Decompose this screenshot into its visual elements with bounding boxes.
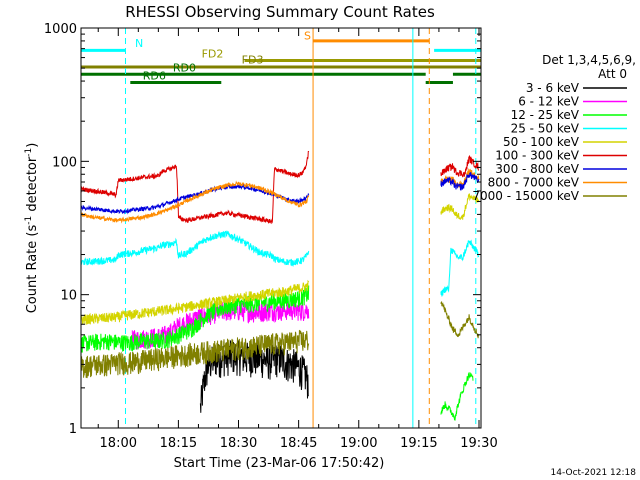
x-axis-label: Start Time (23-Mar-06 17:50:42) [174, 456, 385, 471]
series-line-late-7000-to-15000kev [440, 301, 480, 339]
y-tick-label: 1 [69, 422, 77, 437]
legend-label-25-to-50kev: 25 - 50 keV [511, 122, 580, 136]
series-line-late-100-to-300kev [440, 154, 479, 178]
series-line-late-25-to-50kev [440, 239, 480, 297]
flag-label-s: S [304, 29, 311, 42]
series-line-25-to-50kev [80, 230, 310, 267]
series-line-late-50-to-100kev [440, 193, 480, 220]
x-tick-label: 19:00 [340, 436, 377, 451]
generated-timestamp: 14-Oct-2021 12:18 [551, 468, 637, 478]
legend-header-detectors: Det 1,3,4,5,6,9, [542, 53, 636, 67]
legend-label-6-to-12kev: 6 - 12 keV [518, 95, 580, 109]
flag-label-fd2: FD2 [202, 48, 224, 61]
chart-title: RHESSI Observing Summary Count Rates [125, 3, 435, 21]
legend-label-800-to-7000kev: 800 - 7000 keV [488, 176, 580, 190]
y-axis-label: Count Rate (s-1 detector-1) [24, 143, 40, 314]
y-axis-label-part-2: detector [25, 156, 40, 216]
y-tick-label: 1000 [44, 22, 77, 37]
plot-frame [80, 27, 482, 429]
flag-label-rd0: RD0 [173, 62, 196, 75]
series-line-100-to-300kev [80, 150, 310, 225]
series-line-12-to-25kev [80, 285, 310, 353]
legend-label-300-to-800kev: 300 - 800 keV [495, 162, 579, 176]
x-tick-label: 18:15 [160, 436, 197, 451]
flag-label-rd6: RD6 [143, 70, 166, 83]
x-tick-label: 19:30 [460, 436, 497, 451]
y-tick-label: 100 [52, 155, 77, 170]
series-line-50-to-100kev [80, 279, 310, 325]
legend-label-12-to-25kev: 12 - 25 keV [511, 108, 580, 122]
flag-label-n: N [135, 37, 143, 50]
axis-ticks: 18:00 18:15 18:30 18:45 19:00 19:15 19:30 1 10 10… [44, 22, 498, 451]
series-line-late-300-to-800kev [440, 172, 480, 191]
legend-header-attenuator: Att 0 [598, 67, 627, 81]
x-tick-label: 18:30 [220, 436, 257, 451]
series-line-800-to-7000kev [80, 180, 310, 224]
series-line-late-12-to-25kev [440, 372, 474, 421]
y-axis-label-part-1: Count Rate (s [25, 225, 40, 314]
flag-label-fd3: FD3 [242, 54, 264, 67]
y-axis-label-exponent-2: -1 [24, 148, 34, 157]
series-line-300-to-800kev [80, 183, 310, 215]
x-tick-label: 18:00 [100, 436, 137, 451]
legend-label-100-to-300kev: 100 - 300 keV [495, 149, 579, 163]
y-axis-label-exponent-1: -1 [24, 216, 34, 225]
plot-content: N S FD2 FD3 RD0 RD6 [80, 28, 481, 428]
x-tick-label: 18:45 [280, 436, 317, 451]
series-line-7000-to-15000kev [80, 329, 310, 379]
legend-label-7000-to-15000kev: 7000 - 15000 keV [472, 189, 579, 203]
legend-label-3-to-6kev: 3 - 6 keV [526, 81, 580, 95]
y-axis-label-part-3: ) [25, 143, 40, 148]
y-tick-label: 10 [60, 289, 77, 304]
legend-label-50-to-100kev: 50 - 100 keV [503, 135, 580, 149]
x-tick-label: 19:15 [400, 436, 437, 451]
